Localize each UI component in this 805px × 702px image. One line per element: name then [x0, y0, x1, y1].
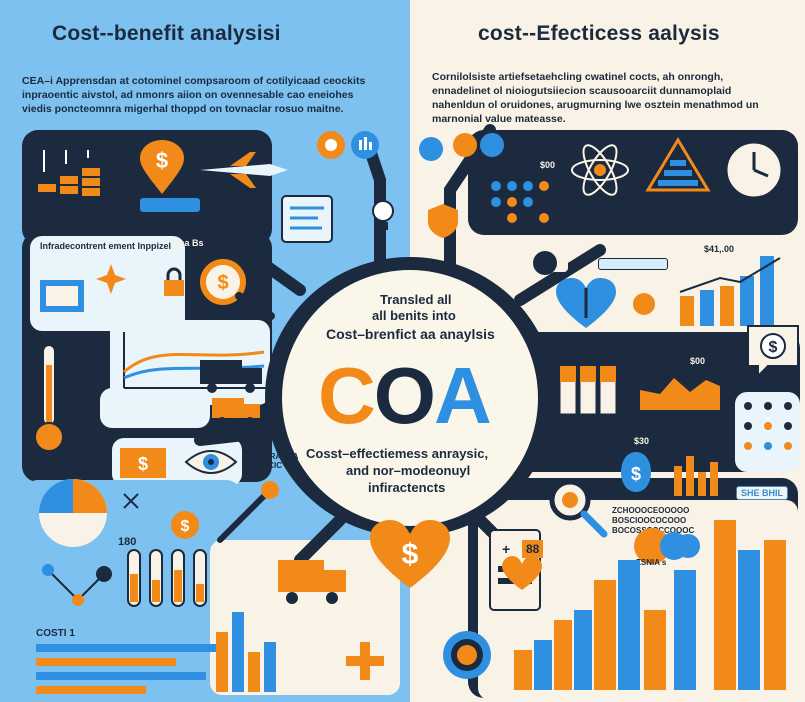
dollar-pin-icon: $ [140, 140, 184, 194]
plus-icon [340, 636, 390, 686]
left-blue-tag[interactable] [140, 198, 200, 212]
dollar-coin-icon [419, 137, 443, 161]
left-cost-label: COSTI 1 [36, 628, 75, 639]
delivery-truck-icon [278, 560, 346, 604]
right-bar-chart-icon [679, 256, 781, 326]
small-dollar-icon [633, 293, 655, 315]
sparkle-icon [96, 264, 126, 294]
svg-text:$: $ [138, 454, 148, 474]
hub-top-line3: Cost–brenfict aa anaylsis [326, 326, 495, 342]
small-truck-icon [212, 398, 260, 427]
svg-text:$: $ [181, 518, 190, 535]
right-heart-icon [502, 556, 542, 590]
right-price-800: $00 [540, 160, 556, 170]
bulb-badge-icon [453, 133, 504, 157]
document-icon [40, 280, 84, 312]
left-title: Cost--benefit analysisi [52, 22, 281, 45]
left-intro-text: CEA–i Apprensdan at cotominel compsaroom… [22, 75, 366, 115]
lungs-heart-icon [556, 278, 616, 328]
close-icon [123, 493, 139, 509]
truck-icon [200, 360, 262, 393]
right-price-41: $41,.00 [704, 244, 735, 254]
shield-icon [428, 204, 458, 238]
right-big-bar-chart-icon [514, 520, 786, 690]
hub-logo-a: A [434, 351, 492, 440]
svg-text:$: $ [217, 272, 228, 294]
left-bar-chart-icon [216, 612, 276, 692]
right-coin-8-icon [443, 631, 491, 679]
hub-logo: COA [318, 350, 492, 442]
right-badge-value: 88 [522, 540, 544, 558]
hub-bottom-line1: Cosst–effectiemess anraysic, [306, 446, 489, 461]
hub-logo-o: O [373, 351, 436, 440]
left-line-chart-icon [123, 332, 268, 389]
stacked-coins-icon [38, 150, 100, 196]
magnifier-icon: $ [200, 259, 275, 320]
gear-badge-icon [317, 131, 345, 159]
hub-bottom-line2: and nor–modeonuyl [346, 463, 471, 478]
left-note-card [100, 388, 210, 428]
clipboard-icon [281, 195, 333, 243]
left-pill-label: 180 [118, 536, 137, 548]
lightbulb-icon [372, 200, 394, 230]
right-cards-icon [533, 251, 557, 275]
right-price-800b: $00 [690, 356, 706, 366]
right-tag-bars-icon [559, 365, 617, 415]
right-small-price: ZSNIA s [636, 558, 667, 567]
keypad-icon [744, 402, 792, 450]
heart-dollar-icon: $ [370, 520, 450, 588]
test-tubes-icon [127, 549, 207, 607]
network-icon [42, 564, 112, 606]
thermometer-icon [34, 344, 64, 452]
hub-top-line1: Transled all [380, 292, 452, 307]
right-blue-tag[interactable] [598, 258, 668, 270]
right-mini-bars-icon [674, 456, 718, 496]
progress-bars-icon [36, 644, 226, 694]
pie-chart-icon [39, 479, 107, 547]
hub-logo-c: C [318, 351, 376, 440]
svg-text:+: + [502, 541, 510, 557]
atom-icon [571, 144, 629, 196]
dot-grid-icon [491, 181, 549, 223]
clock-icon [724, 140, 784, 200]
svg-text:$: $ [769, 339, 778, 356]
lock-icon [164, 267, 184, 296]
right-title: cost--Efecticess aalysis [478, 22, 720, 45]
hub-top-line2: all benits into [372, 308, 456, 323]
left-price-label: Zirsa Bs [168, 238, 204, 248]
dropper-icon [217, 481, 279, 543]
svg-text:$: $ [156, 148, 168, 173]
left-infra-label: Infradecontrent ement Inppizel [40, 241, 172, 251]
dollar-tag-icon: $ [120, 448, 166, 478]
right-magnifier-icon [549, 479, 608, 538]
svg-text:$: $ [402, 538, 419, 571]
dollar-speech-icon: $ [747, 325, 799, 379]
chart-badge-icon [351, 131, 379, 159]
right-area-chart-icon [640, 378, 720, 410]
coin-dollar-icon: $ [171, 511, 199, 539]
right-intro-text: Cornilolsiste artiefsetaehcling cwatinel… [432, 71, 759, 125]
right-price-301: $30 [634, 436, 650, 446]
svg-text:$: $ [631, 464, 641, 484]
airplane-icon [200, 152, 288, 188]
money-bag-icon: $ [621, 452, 651, 492]
hub-bottom-line3: infiractencts [368, 480, 446, 495]
eye-icon [184, 450, 238, 474]
right-pill-button[interactable]: SHE BHIL [736, 486, 789, 500]
left-note-label: PSS PRAAHA SEHACIC [246, 452, 299, 470]
overlap-circles-icon [634, 528, 700, 564]
pyramid-icon [645, 137, 711, 192]
central-hub-ring [282, 270, 538, 526]
